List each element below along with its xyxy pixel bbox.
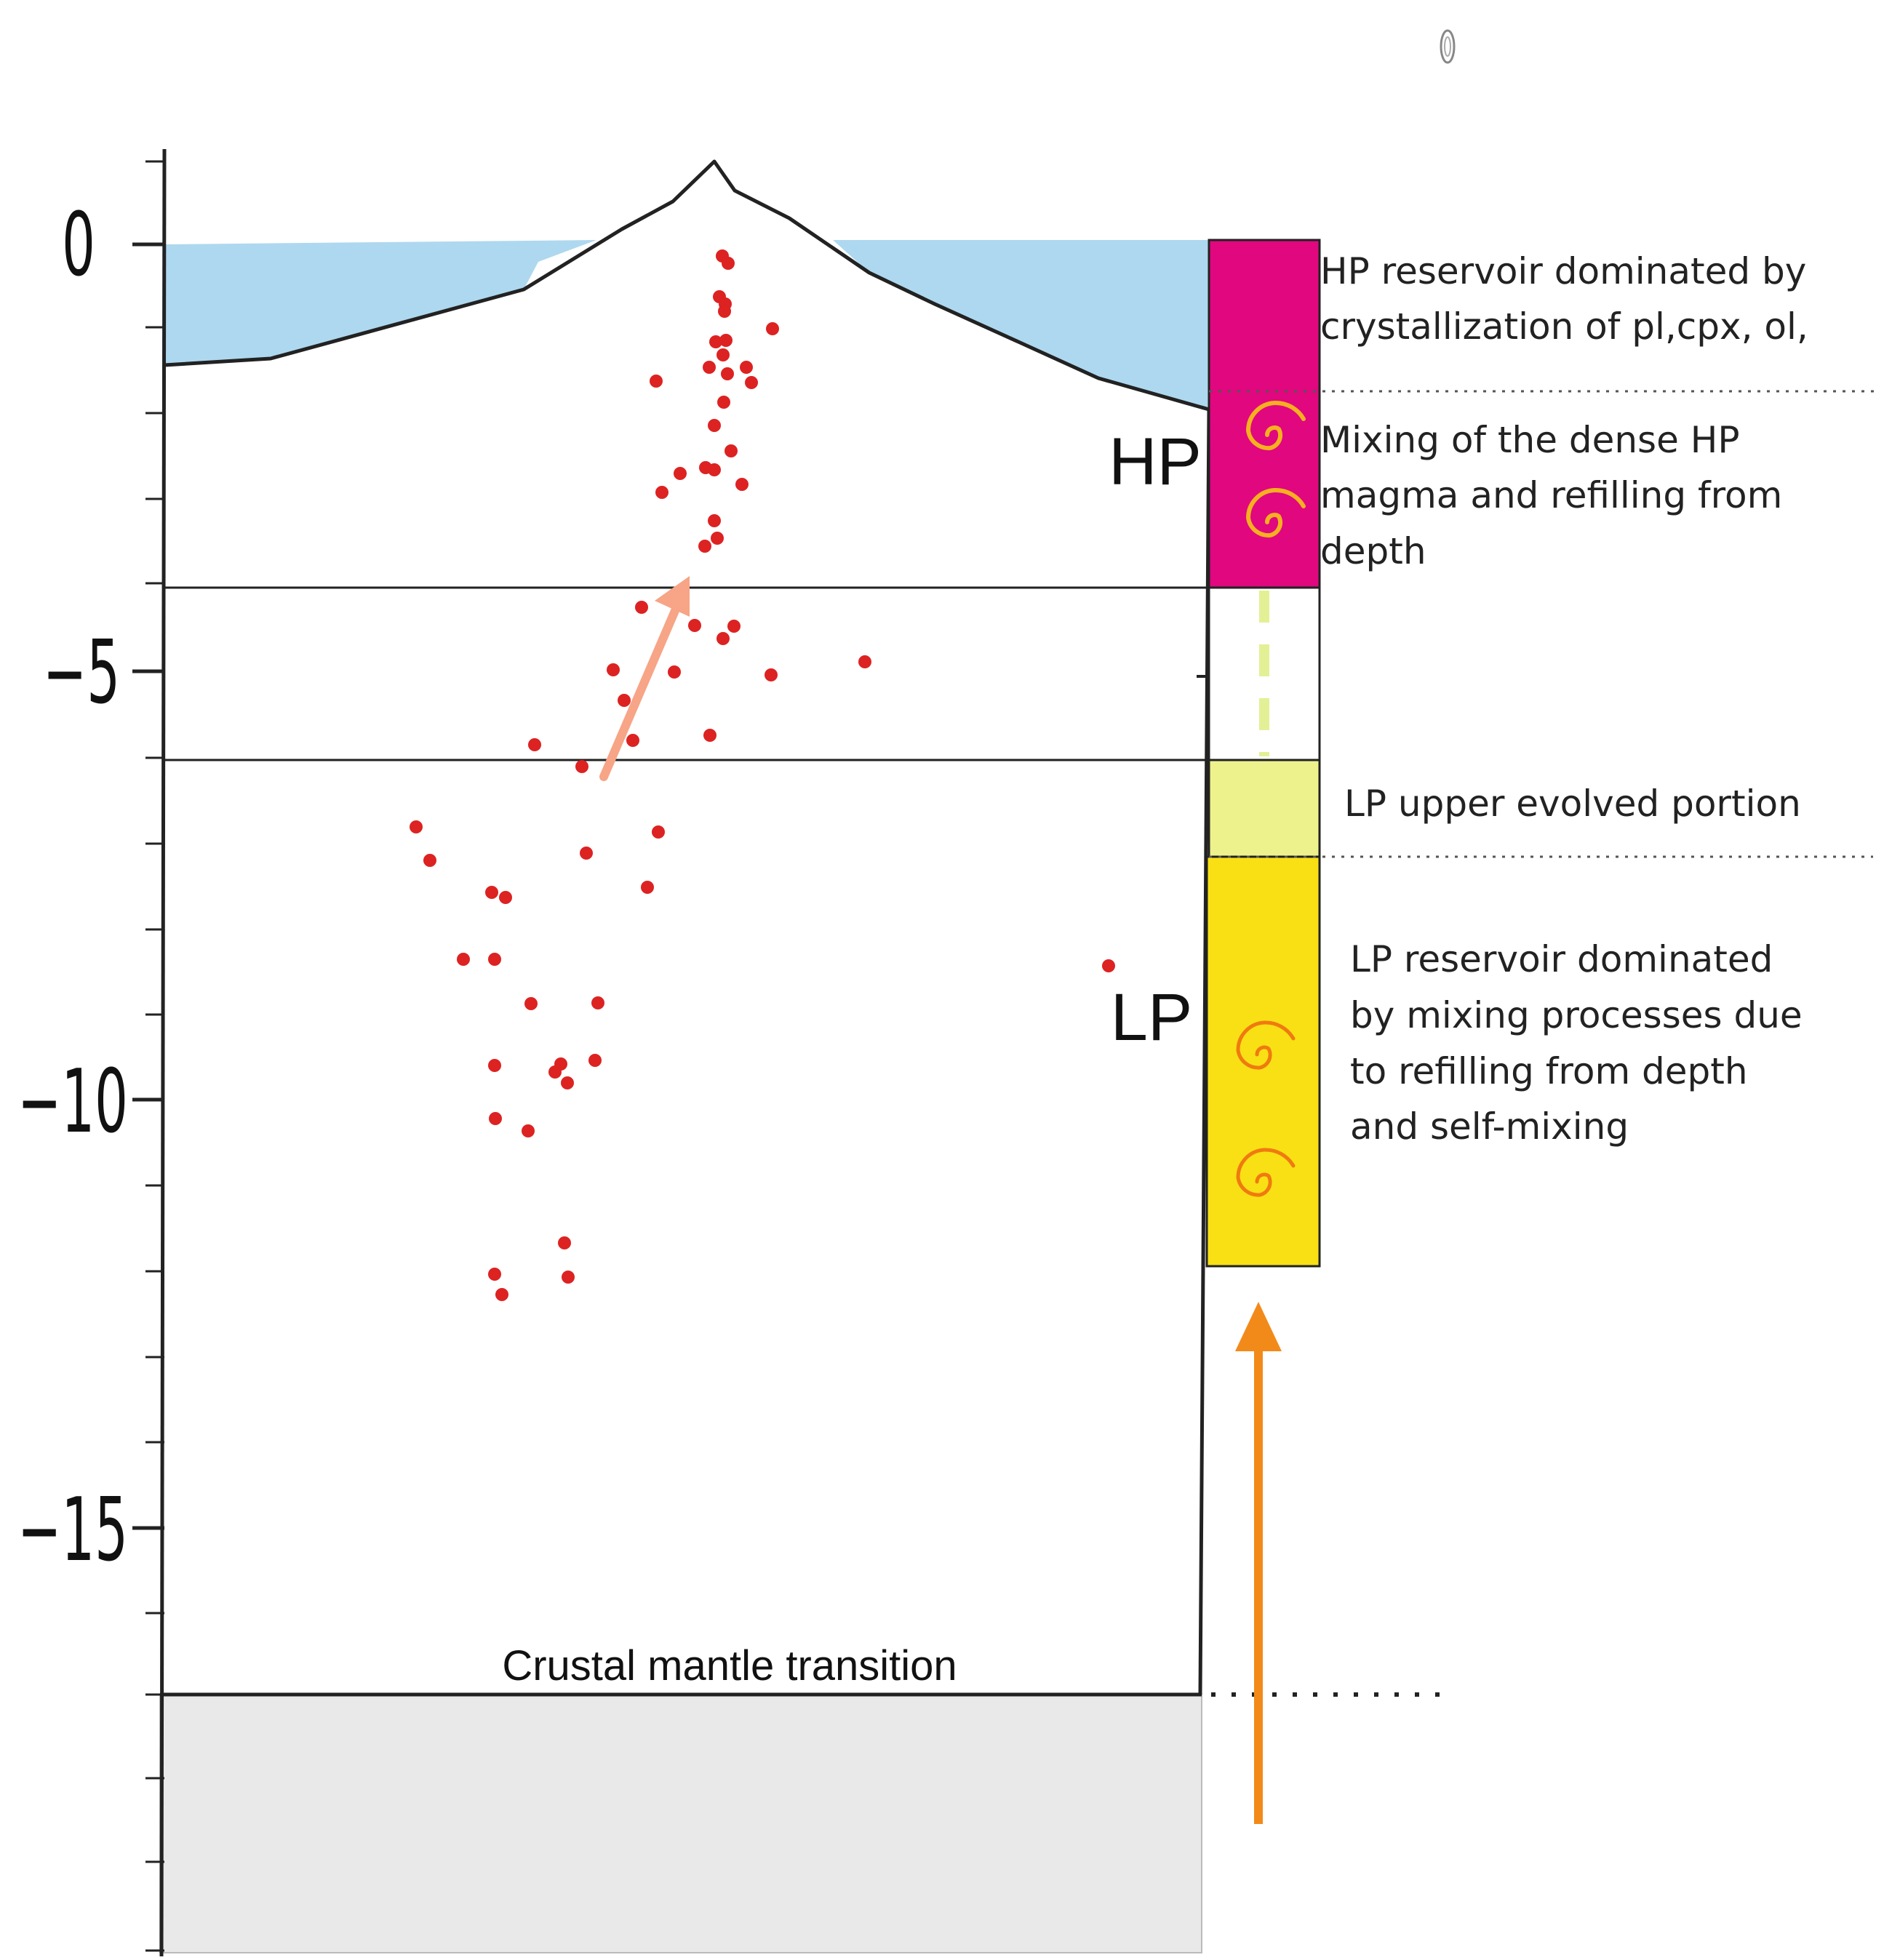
hypocenter-dot (1102, 959, 1115, 972)
hp-reservoir-note-line1: HP reservoir dominated by (1320, 250, 1806, 292)
hypocenter-dot (618, 694, 631, 707)
hypocenter-dot (717, 348, 730, 361)
lp-upper-box (1208, 759, 1321, 858)
hypocenter-dot (588, 1054, 602, 1067)
hp-mixing-note-line3: depth (1320, 530, 1426, 572)
hypocenter-dot (410, 820, 423, 833)
hypocenter-dot (626, 734, 639, 747)
hypocenter-dot (725, 444, 738, 457)
hypocenter-dot (708, 514, 721, 527)
hypocenter-dot (711, 532, 724, 545)
y-tick-label-minus15: −15 (17, 1480, 128, 1581)
hypocenter-dot (522, 1124, 535, 1137)
lp-reservoir-note-line4: and self-mixing (1350, 1105, 1629, 1148)
hypocenter-dot (499, 891, 512, 904)
hypocenter-dot (488, 1059, 501, 1072)
hypocenter-dot (635, 601, 648, 614)
swirl-icon (1236, 1148, 1296, 1197)
sea-layer (164, 240, 596, 365)
lp-upper-note: LP upper evolved portion (1344, 783, 1801, 825)
hypocenter-dot (548, 1065, 562, 1079)
hypocenter-dot (717, 396, 730, 409)
hypocenter-dot (607, 663, 620, 676)
hypocenter-dot (708, 463, 721, 476)
topography-line (164, 159, 1210, 412)
hypocenter-dot (688, 619, 701, 632)
lp-zone-label: LP (1111, 980, 1193, 1055)
lp-reservoir-box (1205, 855, 1321, 1268)
hypocenter-dot (740, 361, 753, 374)
hypocenter-dot (423, 854, 436, 867)
hypocenter-dot (591, 996, 604, 1009)
hypocenter-dot (655, 486, 668, 499)
swirl-icon (1245, 400, 1306, 451)
y-axis-line (159, 148, 167, 1957)
hypocenter-dot (721, 367, 734, 380)
hypocenter-dot (717, 632, 730, 645)
y-tick-label-minus5: −5 (43, 623, 120, 724)
hypocenter-dot (575, 760, 588, 773)
y-axis-minor-ticks (145, 160, 164, 1952)
hypocenter-dot (698, 540, 711, 553)
hypocenter-dot (766, 322, 779, 335)
y-tick-label-0: 0 (62, 195, 95, 296)
up-arrow-icon (1235, 1302, 1282, 1824)
mantle-block (159, 1694, 1202, 1953)
y-tick-label-minus10: −10 (17, 1052, 128, 1153)
hypocenter-dot (558, 1236, 571, 1249)
moho-label: Crustal mantle transition (502, 1642, 957, 1689)
lp-reservoir-note-line2: by mixing processes due (1350, 994, 1803, 1036)
hypocenter-dot (489, 1112, 502, 1125)
lp-reservoir-note-line1: LP reservoir dominated (1350, 938, 1773, 980)
hypocenter-dot (674, 467, 687, 480)
hypocenter-dot (703, 361, 716, 374)
hypocenter-dot (708, 419, 721, 432)
lp-reservoir-note-line3: to refilling from depth (1350, 1050, 1748, 1092)
hypocenter-dot (703, 729, 717, 742)
hypocenter-dot (524, 997, 538, 1010)
corner-mark (1440, 29, 1456, 64)
swirl-icon (1236, 1020, 1296, 1070)
hypocenter-dot (719, 334, 733, 347)
hypocenter-dot (765, 668, 778, 681)
hp-mixing-note-line2: magma and refilling from (1320, 474, 1782, 516)
crust-right-boundary (1198, 409, 1211, 1695)
hypocenter-dot (562, 1271, 575, 1284)
hypocenter-dot (722, 257, 735, 270)
hypocenter-dot (641, 881, 654, 894)
hypocenter-dot (528, 738, 541, 751)
up-arrow-icon (599, 576, 690, 781)
hypocenter-dot (858, 655, 871, 668)
hypocenter-dot (727, 620, 741, 633)
hypocenter-dot (668, 665, 681, 679)
hypocenter-dot (745, 376, 758, 389)
hp-mixing-note-line1: Mixing of the dense HP (1320, 419, 1740, 461)
hp-zone-label: HP (1109, 425, 1202, 499)
hypocenter-dot (495, 1288, 508, 1301)
hypocenter-dot (718, 305, 731, 318)
hypocenter-dot (561, 1076, 574, 1089)
hypocenter-dot (652, 825, 665, 839)
hypocenter-points (410, 249, 1115, 1301)
sea-layer-right (833, 240, 1209, 409)
hypocenter-dot (709, 335, 722, 348)
hypocenter-dot (485, 886, 498, 899)
hp-reservoir-note-line2: crystallization of pl,cpx, ol, (1320, 305, 1808, 348)
hypocenter-dot (488, 1268, 501, 1281)
hypocenter-dot (650, 375, 663, 388)
hypocenter-dot (580, 847, 593, 860)
hypocenter-dot (735, 478, 749, 491)
hypocenter-dot (457, 953, 470, 966)
hypocenter-dot (488, 953, 501, 966)
swirl-icon (1245, 487, 1306, 538)
